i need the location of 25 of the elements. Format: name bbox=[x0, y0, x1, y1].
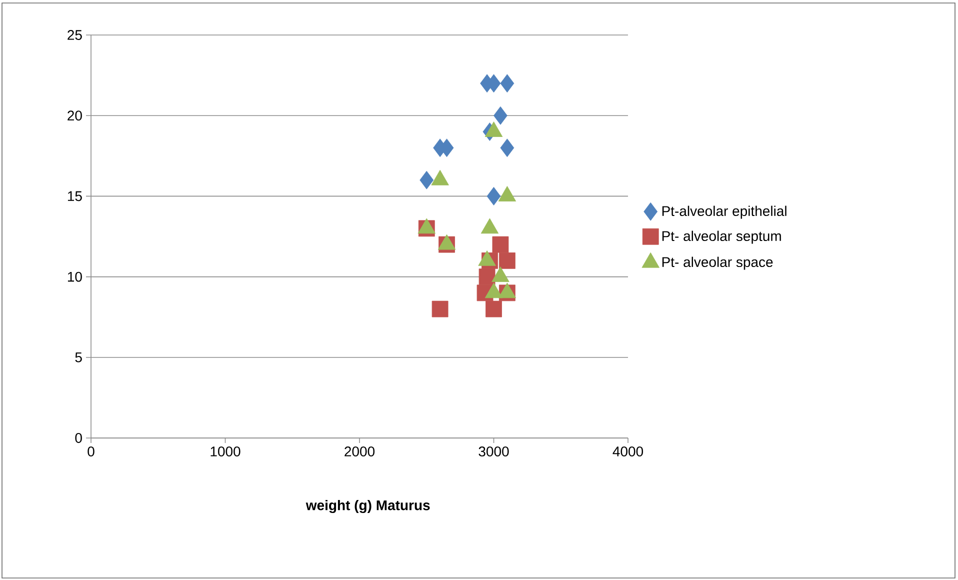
legend-label: Pt- alveolar septum bbox=[662, 230, 781, 244]
point bbox=[478, 268, 496, 285]
point bbox=[486, 186, 501, 206]
x-tick-label: 4000 bbox=[612, 446, 644, 456]
x-tick-label: 0 bbox=[88, 446, 94, 456]
point bbox=[494, 106, 508, 125]
x-axis-title: weight (g) Maturus bbox=[306, 500, 430, 514]
y-tick-label: 10 bbox=[68, 272, 82, 282]
y-tick-label: 25 bbox=[68, 30, 82, 40]
x-tick-label: 1000 bbox=[210, 446, 240, 456]
point bbox=[486, 300, 502, 318]
point bbox=[500, 138, 514, 158]
y-tick-label: 0 bbox=[75, 433, 82, 443]
y-tick-label: 15 bbox=[68, 191, 82, 202]
point bbox=[498, 252, 516, 269]
point bbox=[500, 74, 514, 93]
x-tick-label: 2000 bbox=[344, 446, 375, 456]
point bbox=[420, 170, 434, 190]
legend-label: Pt-alveolar epithelial bbox=[662, 206, 786, 219]
legend-label: Pt- alveolar space bbox=[662, 256, 773, 270]
point bbox=[432, 300, 448, 318]
y-tick-label: 20 bbox=[68, 110, 82, 121]
point bbox=[492, 236, 509, 253]
y-tick-label: 5 bbox=[75, 352, 82, 362]
x-tick-label: 3000 bbox=[478, 446, 509, 456]
